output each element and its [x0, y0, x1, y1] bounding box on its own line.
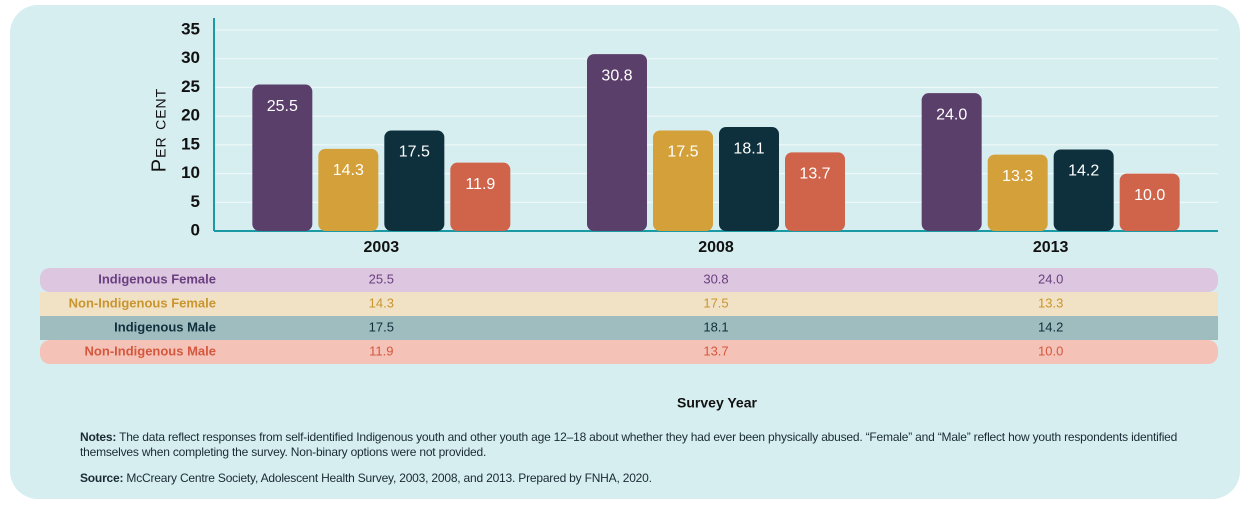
legend-label: Indigenous Female	[98, 271, 216, 286]
table-cell: 18.1	[703, 319, 728, 334]
table-cell: 13.7	[703, 343, 728, 358]
data-label: 13.7	[799, 166, 830, 183]
y-tick-label: 10	[181, 163, 200, 182]
bar	[719, 127, 779, 231]
bar	[1119, 173, 1180, 231]
table-cell: 10.0	[1038, 343, 1063, 358]
notes: Notes: The data reflect responses from s…	[80, 430, 1215, 460]
data-label: 25.5	[267, 98, 298, 115]
source: Source: McCreary Centre Society, Adolesc…	[80, 471, 1215, 486]
y-tick-label: 0	[191, 220, 200, 239]
bar	[653, 130, 713, 231]
notes-text: The data reflect responses from self-ide…	[80, 430, 1178, 459]
bar	[318, 148, 379, 231]
table-row	[40, 316, 1218, 340]
bar	[252, 84, 313, 231]
x-tick-label: 2003	[364, 239, 400, 256]
bar	[921, 93, 982, 232]
data-label: 24.0	[936, 106, 967, 123]
notes-label: Notes:	[80, 430, 117, 444]
legend-label: Non-Indigenous Male	[85, 343, 216, 358]
table-cell: 30.8	[703, 271, 728, 286]
bar	[1053, 149, 1114, 231]
y-tick-label: 15	[181, 134, 200, 153]
y-tick-label: 30	[181, 48, 200, 67]
x-axis-label: Survey Year	[677, 395, 757, 411]
table-cell: 14.3	[369, 295, 394, 310]
source-label: Source:	[80, 471, 124, 485]
y-tick-label: 35	[181, 19, 200, 38]
table-cell: 24.0	[1038, 271, 1063, 286]
table-cell: 17.5	[703, 295, 728, 310]
data-label: 14.2	[1068, 163, 1099, 180]
table-row	[40, 268, 1218, 292]
bar	[785, 152, 845, 231]
y-tick-label: 20	[181, 106, 200, 125]
data-label: 11.9	[465, 176, 495, 193]
data-label: 10.0	[1134, 187, 1165, 204]
bar	[384, 130, 445, 231]
table-row	[40, 292, 1218, 316]
table-row	[40, 340, 1218, 364]
x-tick-label: 2008	[698, 239, 734, 256]
data-label: 30.8	[601, 67, 632, 84]
chart: Per cent Survey Year 0 5 10 15 20 25 30 35 Indig…	[40, 18, 1218, 411]
x-tick-label: 2013	[1033, 239, 1069, 256]
table-cell: 13.3	[1038, 295, 1063, 310]
y-tick-label: 5	[191, 192, 200, 211]
table-cell: 14.2	[1038, 319, 1063, 334]
bar	[987, 154, 1048, 231]
data-label: 17.5	[399, 144, 430, 161]
table-cell: 25.5	[369, 271, 394, 286]
source-text: McCreary Centre Society, Adolescent Heal…	[126, 471, 652, 485]
data-label: 14.3	[333, 162, 364, 179]
data-label: 17.5	[667, 144, 698, 161]
legend-label: Non-Indigenous Female	[69, 295, 216, 310]
bar	[450, 162, 511, 231]
y-axis-label: Per cent	[148, 88, 170, 172]
legend-label: Indigenous Male	[114, 319, 216, 334]
data-label: 18.1	[733, 140, 764, 157]
data-label: 13.3	[1002, 168, 1033, 185]
table-cell: 11.9	[369, 343, 393, 358]
table-cell: 17.5	[369, 319, 394, 334]
bar	[587, 54, 647, 232]
y-tick-label: 25	[181, 77, 200, 96]
